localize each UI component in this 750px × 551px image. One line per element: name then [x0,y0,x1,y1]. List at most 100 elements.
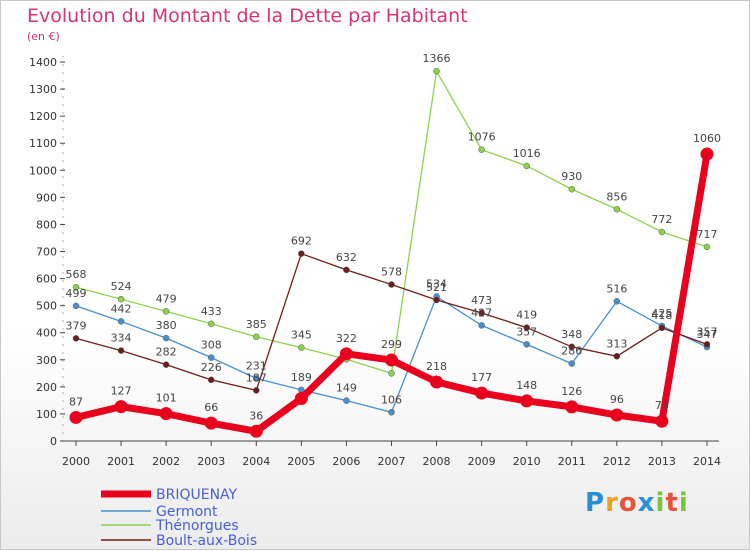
data-label: 442 [111,302,132,315]
data-label: 856 [606,190,627,203]
y-tick-label: 1100 [29,137,57,150]
value-labels: 87 127 101 66 36 322 299 218 177 148 126 96 73 1060 49… [66,52,721,422]
data-point [568,185,576,193]
data-label: 282 [156,346,177,359]
data-label: 101 [156,392,177,405]
data-point [478,309,485,317]
data-label: 345 [291,329,312,342]
data-label: 66 [204,401,218,414]
data-point [388,409,395,416]
data-point [69,410,83,424]
data-label: 433 [201,305,222,318]
data-label: 73 [655,399,669,412]
y-tick-label: 500 [36,300,57,313]
y-tick-label: 300 [36,354,57,367]
data-label: 385 [246,318,267,331]
x-tick-label: 2009 [468,455,496,468]
data-label: 425 [651,307,672,320]
data-label: 578 [381,266,402,279]
legend-label: Thénorgues [155,518,239,534]
data-label: 379 [66,319,87,332]
data-point [298,250,305,257]
x-tick-label: 2003 [197,455,225,468]
data-label: 347 [696,328,717,341]
y-tick-label: 1400 [29,56,57,69]
data-label: 148 [516,379,537,392]
legend-label: Boult-aux-Bois [156,533,257,549]
data-label: 187 [246,371,267,384]
data-label: 96 [610,393,624,406]
data-point [568,343,576,351]
data-label: 427 [471,306,492,319]
chart-title: Evolution du Montant de la Dette par Hab… [27,5,468,27]
data-point [388,281,395,288]
data-label: 1016 [513,147,541,160]
data-point [655,414,669,428]
data-label: 473 [471,294,492,307]
data-label: 126 [561,385,582,398]
data-point [610,408,624,422]
data-point [343,266,350,274]
data-point [658,324,666,332]
data-point [253,387,260,394]
x-tick-label: 2013 [648,455,676,468]
data-label: 568 [66,268,87,281]
y-tick-label: 700 [36,246,57,259]
data-label: 348 [561,328,582,341]
data-point [703,243,711,251]
data-label: 479 [156,292,177,305]
data-label: 534 [426,277,447,290]
data-label: 521 [426,281,447,294]
legend-label: BRIQUENAY [156,487,238,503]
data-point [384,353,398,367]
data-point [298,344,305,351]
data-label: 334 [111,332,132,345]
data-point [523,341,530,348]
data-point [343,397,350,404]
data-label: 189 [291,371,312,384]
data-point [433,296,440,304]
data-point [658,228,666,236]
y-tick-label: 0 [50,435,57,448]
data-label: 286 [561,345,582,358]
data-label: 357 [516,325,537,338]
data-label: 1060 [693,132,721,145]
data-label: 516 [606,282,627,295]
data-point [159,407,173,421]
data-label: 226 [201,361,222,374]
data-point [162,361,170,368]
data-point [207,354,215,361]
data-label: 357 [696,325,717,338]
data-label: 419 [516,309,537,322]
data-label: 231 [246,359,267,372]
data-point [72,283,80,291]
data-point [117,347,125,354]
data-point [703,341,711,348]
data-label: 717 [696,228,717,241]
data-label: 380 [156,319,177,332]
data-label: 149 [336,382,357,395]
data-point [207,376,215,384]
x-tick-label: 2000 [62,455,90,468]
data-point [72,335,80,342]
data-point [294,391,308,405]
x-tick-label: 2002 [152,455,180,468]
data-point [207,320,215,328]
data-point [520,394,534,408]
x-tick-label: 2001 [107,455,135,468]
data-point [613,298,621,305]
data-point [117,295,125,303]
data-label: 930 [561,170,582,183]
data-point [339,347,353,361]
data-point [388,370,395,377]
proxiti-logo: Proxiti [585,488,689,518]
data-point [568,360,576,367]
data-point [253,333,260,341]
x-tick-label: 2012 [603,455,631,468]
legend-label: Germont [156,504,218,520]
y-tick-label: 200 [36,381,57,394]
y-tick-label: 600 [36,273,57,286]
data-label: 308 [201,339,222,352]
